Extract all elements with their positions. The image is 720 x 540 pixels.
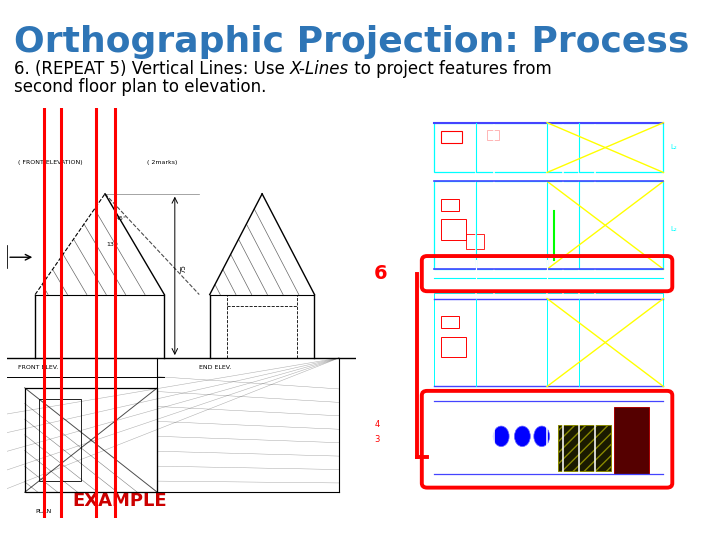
Text: Orthographic Projection: Process: Orthographic Projection: Process xyxy=(14,25,689,59)
Text: L₂: L₂ xyxy=(670,144,678,150)
Bar xyxy=(24,388,158,492)
Text: 6: 6 xyxy=(374,264,388,283)
Text: 130: 130 xyxy=(107,242,119,247)
Text: to project features from: to project features from xyxy=(349,60,552,78)
Text: 3: 3 xyxy=(374,435,379,444)
Bar xyxy=(441,199,459,211)
Text: 6. (REPEAT 5) Vertical Lines: Use: 6. (REPEAT 5) Vertical Lines: Use xyxy=(14,60,290,78)
Bar xyxy=(614,407,649,475)
Text: END ELEV.: END ELEV. xyxy=(199,365,232,370)
Text: 75: 75 xyxy=(180,264,186,273)
Text: EXAMPLE: EXAMPLE xyxy=(73,492,167,510)
Ellipse shape xyxy=(514,426,531,447)
Text: L₂: L₂ xyxy=(670,226,678,232)
Bar xyxy=(434,123,664,172)
Text: X-Lines: X-Lines xyxy=(290,60,349,78)
Text: second floor plan to elevation.: second floor plan to elevation. xyxy=(14,78,266,96)
Bar xyxy=(441,131,462,143)
Bar xyxy=(39,399,81,481)
Bar xyxy=(441,219,466,240)
Text: ( 2marks): ( 2marks) xyxy=(147,160,177,165)
Bar xyxy=(487,130,500,140)
Ellipse shape xyxy=(493,426,509,447)
Bar xyxy=(441,336,466,357)
Bar xyxy=(434,293,664,387)
Bar xyxy=(466,234,484,249)
Bar xyxy=(441,316,459,328)
Bar xyxy=(434,181,664,269)
Text: ( FRONT ELEVATION): ( FRONT ELEVATION) xyxy=(18,160,82,165)
Text: 45°: 45° xyxy=(115,216,127,221)
Text: 4: 4 xyxy=(374,420,379,429)
Text: FRONT ELEV.: FRONT ELEV. xyxy=(18,365,58,370)
Bar xyxy=(557,424,611,471)
Text: PLAN: PLAN xyxy=(35,509,51,514)
Ellipse shape xyxy=(534,426,549,447)
